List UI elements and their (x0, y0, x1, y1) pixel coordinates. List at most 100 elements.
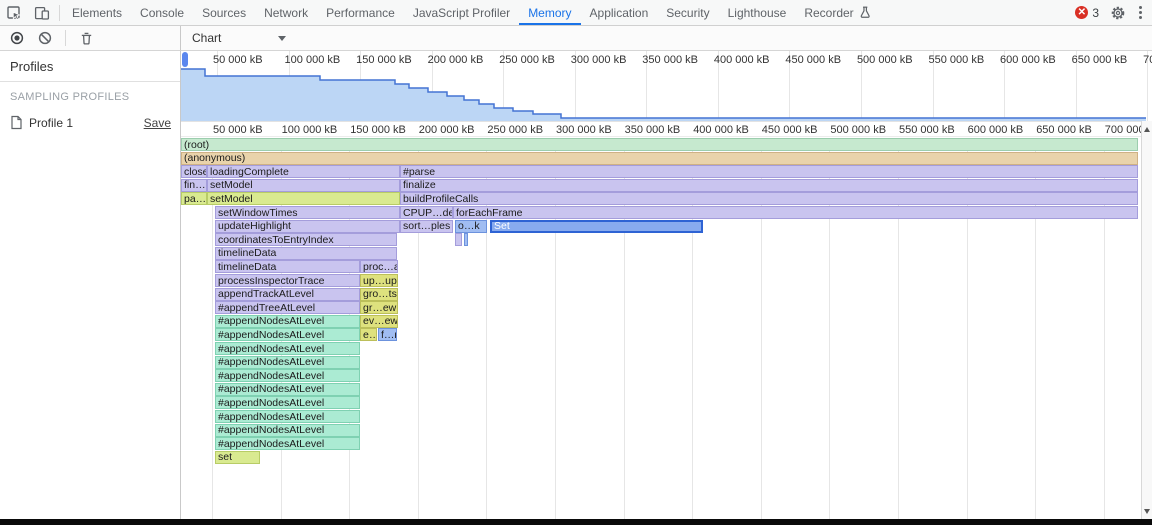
flame-gridline (760, 138, 762, 519)
flame-area[interactable]: (root) (anonymous) close loadingComplete #pa… (181, 138, 1141, 519)
flame-frame[interactable]: #appendNodesAtLevel (215, 328, 360, 342)
flame-frame[interactable]: setModel (207, 178, 400, 192)
vertical-scrollbar[interactable] (1141, 121, 1152, 519)
inspect-icon (7, 5, 21, 20)
flame-frame[interactable]: up…up (360, 274, 398, 287)
flame-frame[interactable]: timelineData (215, 260, 360, 274)
tab-label: Security (666, 5, 710, 20)
frame-label: set (218, 451, 233, 464)
tab-lighthouse[interactable]: Lighthouse (719, 0, 796, 25)
device-toolbar-button[interactable] (28, 0, 56, 25)
flame-frame[interactable]: proc…ata (360, 260, 398, 274)
flame-frame[interactable]: sort…ples (400, 219, 453, 233)
flame-frame[interactable]: #appendNodesAtLevel (215, 437, 360, 451)
flame-frame[interactable]: #appendNodesAtLevel (215, 342, 360, 355)
tab-elements[interactable]: Elements (63, 0, 131, 25)
flame-frame[interactable]: #parse (400, 165, 1138, 179)
frame-label: setWindowTimes (218, 206, 298, 219)
flame-frame[interactable]: #appendNodesAtLevel (215, 382, 360, 396)
flame-frame[interactable]: gr…ew (360, 301, 398, 315)
flame-frame[interactable]: set (215, 450, 260, 464)
scroll-down-button[interactable] (1142, 505, 1152, 517)
flame-frame[interactable]: coordinatesToEntryIndex (215, 233, 397, 247)
overview-gridline (1004, 51, 1006, 121)
flame-frame[interactable]: forEachFrame (453, 206, 1138, 219)
tab-security[interactable]: Security (657, 0, 718, 25)
flame-frame[interactable]: o…k (455, 219, 487, 233)
flame-frame[interactable]: #appendNodesAtLevel (215, 410, 360, 423)
flame-frame[interactable]: timelineData (215, 246, 397, 260)
flame-frame[interactable]: #appendNodesAtLevel (215, 355, 360, 369)
flame-frame[interactable]: CPUP…del (400, 206, 453, 219)
ruler-axis-label: 50 000 kB (213, 124, 263, 136)
profiler-toolbar (0, 26, 181, 51)
scroll-up-button[interactable] (1142, 123, 1152, 135)
kebab-menu-button[interactable] (1137, 4, 1144, 21)
flame-frame[interactable]: #appendTreeAtLevel (215, 301, 360, 315)
flame-frame[interactable]: loadingComplete (207, 165, 400, 179)
flame-frame[interactable]: setWindowTimes (215, 206, 400, 219)
flame-frame[interactable]: #appendNodesAtLevel (215, 369, 360, 383)
flame-frame[interactable]: appendTrackAtLevel (215, 287, 360, 301)
error-badge[interactable]: ✕ 3 (1075, 6, 1099, 20)
devtools-tab-bar: Elements Console Sources Network Performance… (0, 0, 1152, 26)
flame-frame[interactable]: ev…ew (360, 314, 398, 328)
flame-frame[interactable] (464, 233, 468, 247)
flame-frame[interactable]: pa…at (181, 192, 207, 206)
tab-sources[interactable]: Sources (193, 0, 255, 25)
flame-frame[interactable]: buildProfileCalls (400, 192, 1138, 206)
overview-axis-label: 50 000 kB (213, 54, 263, 66)
frame-label: updateHighlight (218, 220, 291, 233)
tab-network[interactable]: Network (255, 0, 317, 25)
flame-frame[interactable]: finalize (400, 178, 1138, 192)
flame-frame[interactable] (455, 233, 462, 247)
overview-chart[interactable]: 50 000 kB 100 000 kB 150 000 kB 200 000 kB 2… (181, 51, 1152, 121)
heap-overview-area-chart (181, 68, 1146, 121)
flame-frame[interactable]: #appendNodesAtLevel (215, 396, 360, 410)
settings-button[interactable] (1107, 5, 1129, 21)
tab-performance[interactable]: Performance (317, 0, 404, 25)
flame-frame[interactable]: (anonymous) (181, 151, 1138, 165)
ruler-axis-label: 500 000 kB (830, 124, 887, 136)
tab-recorder[interactable]: Recorder (795, 0, 880, 25)
overview-window-handle[interactable] (182, 52, 188, 67)
tab-javascript-profiler[interactable]: JavaScript Profiler (404, 0, 519, 25)
inspect-button[interactable] (0, 0, 28, 25)
flame-gridline (623, 138, 625, 519)
overview-gridline (574, 51, 576, 121)
flame-frame[interactable]: fin…ce (181, 178, 207, 192)
flame-frame[interactable]: Set (490, 219, 703, 233)
sidebar-item-profile-1[interactable]: Profile 1 Save (0, 109, 180, 136)
frame-label: forEachFrame (456, 206, 523, 219)
view-mode-select[interactable]: Chart (188, 28, 290, 48)
flame-frame[interactable]: #appendNodesAtLevel (215, 314, 360, 328)
flame-gridline (829, 138, 831, 519)
flame-frame[interactable]: close (181, 165, 207, 179)
ruler-axis-label: 250 000 kB (487, 124, 544, 136)
overview-axis-label: 450 000 kB (785, 54, 842, 66)
frame-label: #appendNodesAtLevel (218, 437, 325, 450)
flame-frame[interactable]: #appendNodesAtLevel (215, 423, 360, 437)
overview-gridline (1075, 51, 1077, 121)
flame-frame[interactable]: updateHighlight (215, 219, 400, 233)
overview-gridline (789, 51, 791, 121)
overview-gridline (1147, 51, 1149, 121)
tab-console[interactable]: Console (131, 0, 193, 25)
flame-frame[interactable]: processInspectorTrace (215, 274, 360, 287)
clear-button[interactable] (34, 30, 56, 46)
tab-memory[interactable]: Memory (519, 0, 580, 25)
save-profile-link[interactable]: Save (143, 115, 171, 130)
delete-profile-button[interactable] (75, 31, 97, 46)
flame-frame[interactable]: setModel (207, 192, 400, 206)
overview-axis-label: 650 000 kB (1071, 54, 1128, 66)
record-button[interactable] (6, 30, 28, 46)
flame-ruler: 50 000 kB 100 000 kB 150 000 kB 200 000 kB 2… (181, 121, 1141, 137)
flame-gridline (966, 138, 968, 519)
flame-frame[interactable]: e… (360, 328, 377, 342)
flame-frame[interactable]: gro…ts (360, 287, 398, 301)
frame-label: #appendNodesAtLevel (218, 342, 325, 355)
flame-frame[interactable]: (root) (181, 138, 1138, 151)
error-count: 3 (1092, 5, 1099, 20)
tab-application[interactable]: Application (581, 0, 658, 25)
flame-frame[interactable]: f…r (378, 328, 397, 342)
